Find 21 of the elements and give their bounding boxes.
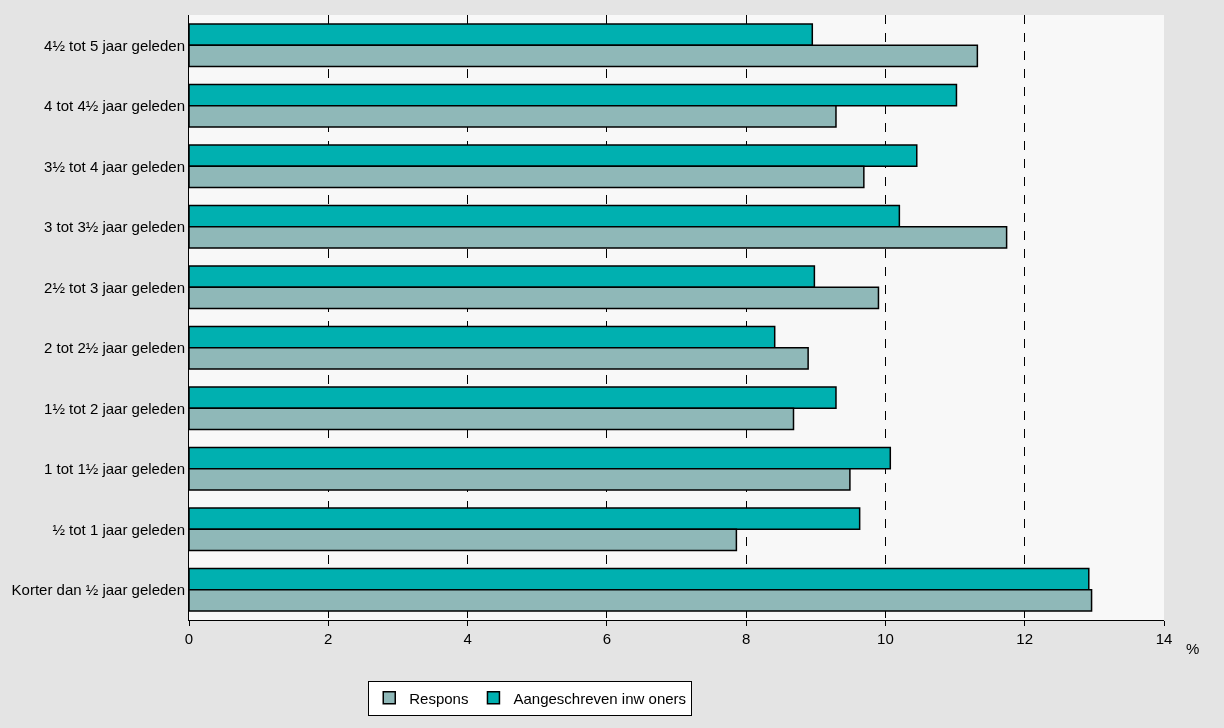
- x-tick-label: 12: [1016, 630, 1034, 647]
- y-tick-label: 1 tot 1½ jaar geleden: [44, 460, 185, 477]
- legend-label: Respons: [409, 689, 469, 707]
- x-tick-label: 14: [1155, 630, 1173, 647]
- y-tick-label: 2 tot 2½ jaar geleden: [44, 339, 185, 356]
- y-tick-label: 3 tot 3½ jaar geleden: [44, 218, 185, 235]
- y-tick-label: 1½ tot 2 jaar geleden: [44, 399, 185, 417]
- x-tick-label: 6: [602, 630, 612, 647]
- legend-label: Aangeschreven inw oners: [513, 689, 687, 707]
- x-tick-label: 0: [184, 630, 194, 647]
- y-tick-label: 4½ tot 5 jaar geleden: [44, 36, 185, 54]
- y-tick-label: ½ tot 1 jaar geleden: [52, 520, 185, 538]
- x-tick-label: 10: [877, 630, 894, 647]
- x-tick-label: 2: [324, 630, 333, 647]
- y-tick-label: Korter dan ½ jaar geleden: [11, 581, 185, 598]
- y-tick-label: 3½ tot 4 jaar geleden: [44, 157, 185, 175]
- x-tick-label: 8: [741, 630, 751, 647]
- x-tick-label: 4: [463, 630, 472, 647]
- y-tick-label: 4 tot 4½ jaar geleden: [44, 97, 185, 114]
- y-tick-label: 2½ tot 3 jaar geleden: [44, 278, 185, 296]
- x-axis-title: %: [1186, 640, 1200, 657]
